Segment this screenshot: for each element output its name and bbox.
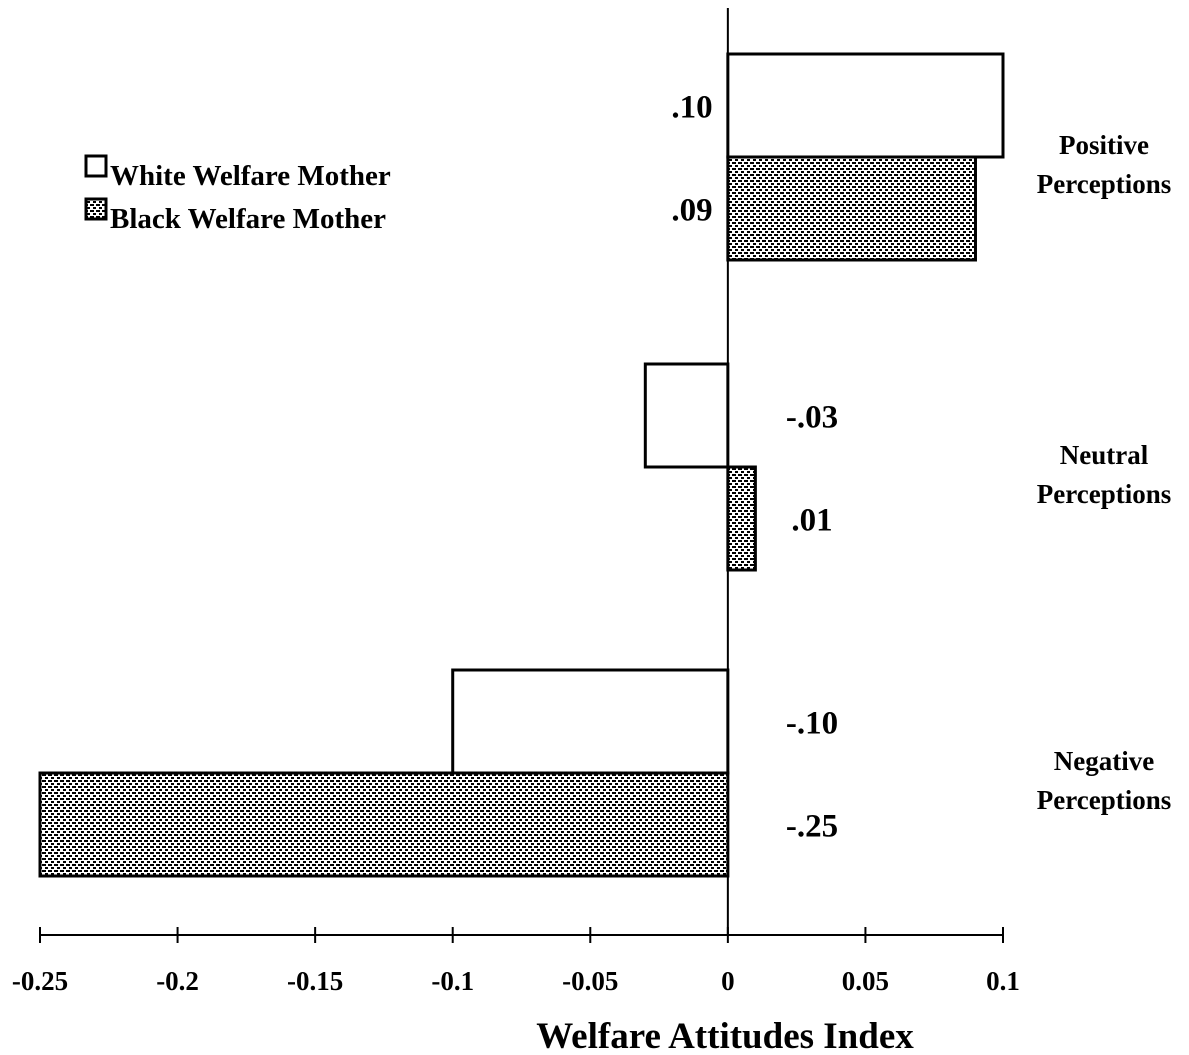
legend: White Welfare Mother Black Welfare Mother: [84, 154, 391, 235]
data-label: -.10: [786, 706, 838, 742]
data-label: .09: [671, 193, 712, 229]
bars-layer: [38, 52, 1005, 878]
category-label: Perceptions: [1037, 169, 1171, 199]
x-tick-label: -0.15: [287, 966, 343, 996]
legend-label: Black Welfare Mother: [110, 203, 386, 235]
bar-white-welfare-mother-2: [451, 668, 730, 775]
x-axis: -0.25 -0.2 -0.15 -0.1 -0.05 0 0.05 0.1: [12, 927, 1020, 996]
data-label: .01: [791, 503, 832, 539]
x-tick-label: 0.05: [842, 966, 889, 996]
x-tick-label: 0.1: [986, 966, 1020, 996]
data-label: .10: [671, 90, 712, 126]
x-axis-ticks: -0.25 -0.2 -0.15 -0.1 -0.05 0 0.05 0.1: [12, 927, 1020, 996]
legend-label: White Welfare Mother: [110, 160, 391, 192]
bar-black-welfare-mother-2: [38, 771, 730, 878]
category-label: Neutral: [1060, 440, 1149, 470]
x-tick-label: -0.2: [156, 966, 199, 996]
x-tick-label: -0.1: [431, 966, 474, 996]
category-label: Positive: [1059, 130, 1149, 160]
legend-swatch: [84, 154, 108, 178]
category-label: Perceptions: [1037, 785, 1171, 815]
data-label: -.03: [786, 400, 838, 436]
x-tick-label: -0.05: [562, 966, 618, 996]
bar-white-welfare-mother-1: [643, 362, 730, 469]
x-tick-label: 0: [721, 966, 735, 996]
bar-black-welfare-mother-0: [726, 155, 977, 262]
category-labels-layer: Positive Perceptions Neutral Perceptions Neg…: [1037, 130, 1171, 815]
legend-swatch: [84, 197, 108, 221]
data-label: -.25: [786, 809, 838, 845]
x-tick-label: -0.25: [12, 966, 68, 996]
data-labels-layer: .10 .09 -.03 .01 -.10 -.25: [671, 90, 838, 845]
category-label: Perceptions: [1037, 479, 1171, 509]
category-label: Negative: [1054, 746, 1154, 776]
bar-black-welfare-mother-1: [726, 465, 757, 572]
x-axis-title: Welfare Attitudes Index: [536, 1016, 914, 1055]
bar-white-welfare-mother-0: [726, 52, 1005, 159]
